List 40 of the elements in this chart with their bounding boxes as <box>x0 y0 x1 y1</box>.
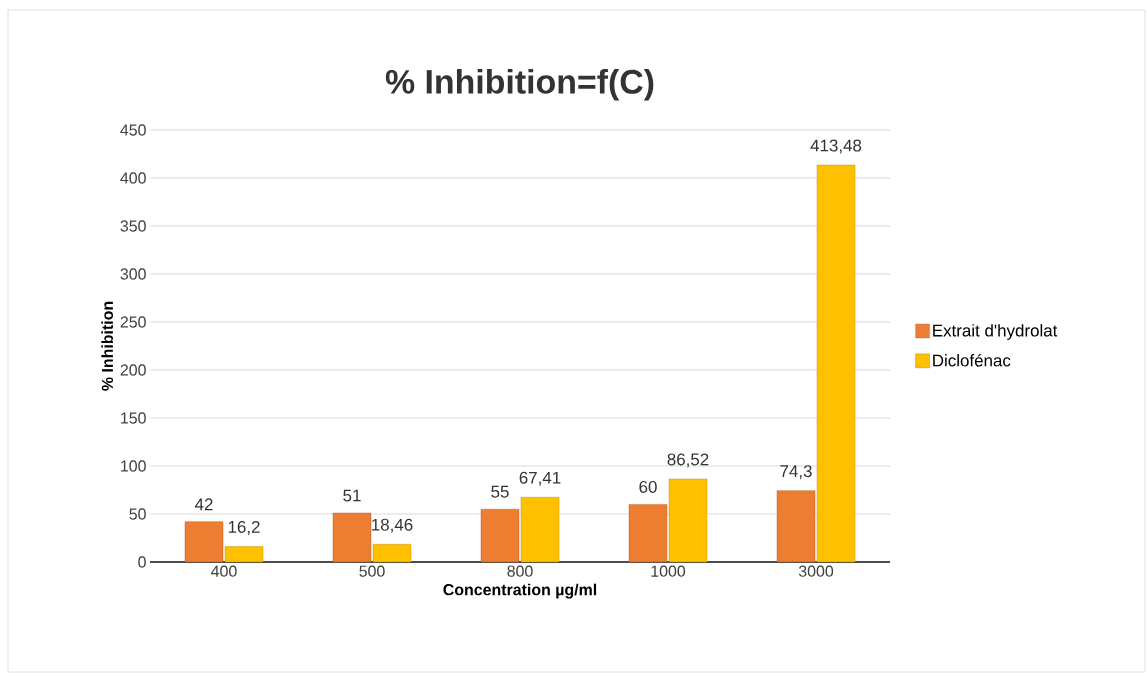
y-tick-label: 200 <box>120 364 146 376</box>
x-tick-label: 500 <box>359 565 385 577</box>
bar <box>372 544 412 563</box>
x-tick-label: 3000 <box>798 565 834 577</box>
data-label: 51 <box>343 489 361 502</box>
bar <box>668 478 708 563</box>
legend-label: Diclofénac <box>933 353 1011 367</box>
bar <box>628 504 668 563</box>
bar <box>480 509 520 563</box>
y-tick-label: 250 <box>120 316 146 328</box>
bar <box>816 164 856 563</box>
x-tick-label: 400 <box>211 565 237 577</box>
bar <box>332 512 372 563</box>
data-label: 67,41 <box>519 471 561 486</box>
y-tick-label: 300 <box>120 268 146 280</box>
bar <box>184 521 224 563</box>
y-tick-label: 400 <box>120 172 146 184</box>
data-label: 16,2 <box>228 520 260 535</box>
data-label: 18,46 <box>372 518 413 533</box>
legend-label: Extrait d'hydrolat <box>933 324 1058 340</box>
data-label: 74,3 <box>780 465 812 480</box>
data-label: 86,52 <box>667 453 709 468</box>
x-tick-label: 800 <box>507 565 533 577</box>
chart-title: % Inhibition=f(C) <box>385 68 654 101</box>
y-axis-title: % Inhibition <box>101 301 114 391</box>
y-tick-label: 50 <box>129 508 146 520</box>
data-label: 42 <box>194 498 213 511</box>
y-tick-label: 0 <box>138 556 146 568</box>
data-label: 55 <box>491 485 509 498</box>
bar <box>520 497 560 563</box>
y-tick-label: 450 <box>120 124 146 136</box>
data-label: 60 <box>639 480 657 493</box>
data-label: 413,48 <box>810 139 862 154</box>
x-axis-title: Concentration µg/ml <box>443 583 597 599</box>
bar <box>776 490 816 563</box>
y-tick-label: 350 <box>120 220 146 232</box>
y-tick-label: 100 <box>121 460 146 472</box>
y-tick-label: 150 <box>121 412 146 424</box>
x-tick-label: 1000 <box>651 565 686 577</box>
bar <box>224 546 264 563</box>
